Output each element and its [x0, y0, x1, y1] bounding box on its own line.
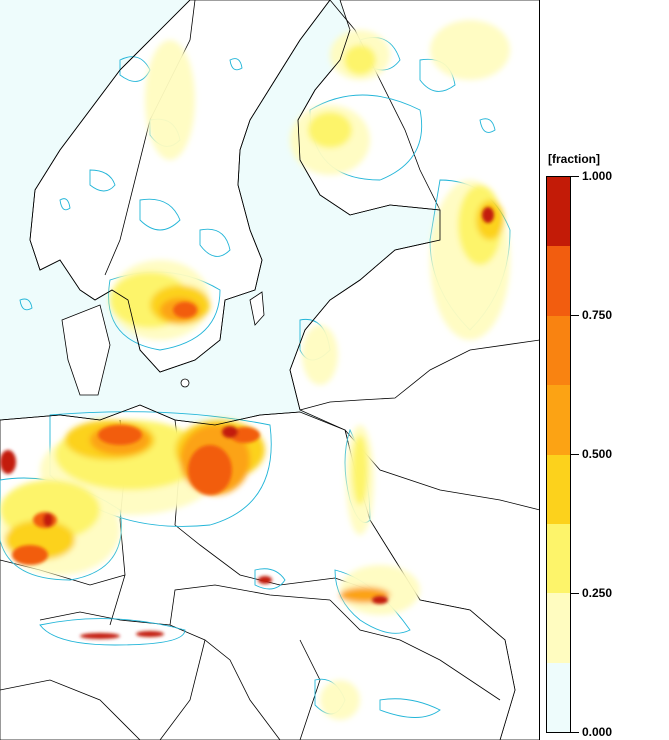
coastline-overlay	[0, 0, 441, 426]
colorbar-band-2	[547, 523, 570, 594]
colorbar-band-0	[547, 662, 570, 732]
legend-tick-mark	[571, 176, 579, 177]
colorbar-band-5	[547, 315, 570, 386]
map-panel	[0, 0, 540, 740]
legend-tick-mark	[571, 454, 579, 455]
land-gotland	[249, 291, 265, 326]
legend-tick-label: 0.250	[582, 586, 613, 600]
colorbar-band-7	[547, 177, 570, 247]
land-bornholm	[180, 378, 190, 388]
colorbar-band-4	[547, 385, 570, 455]
legend-title: [fraction]	[548, 152, 600, 166]
colorbar-band-6	[547, 246, 570, 316]
legend-tick-label: 0.000	[582, 725, 613, 739]
colorbar-band-3	[547, 454, 570, 524]
legend-tick-label: 0.500	[582, 447, 613, 461]
land-denmark	[61, 304, 111, 396]
legend-tick-mark	[571, 732, 579, 733]
colorbar	[546, 176, 571, 733]
colorbar-band-1	[547, 593, 570, 663]
legend-tick-mark	[571, 593, 579, 594]
fraction-hotspots	[0, 207, 494, 639]
map-canvas	[0, 0, 539, 740]
legend-tick-label: 1.000	[582, 169, 613, 183]
legend-tick-mark	[571, 315, 579, 316]
legend-tick-label: 0.750	[582, 308, 613, 322]
